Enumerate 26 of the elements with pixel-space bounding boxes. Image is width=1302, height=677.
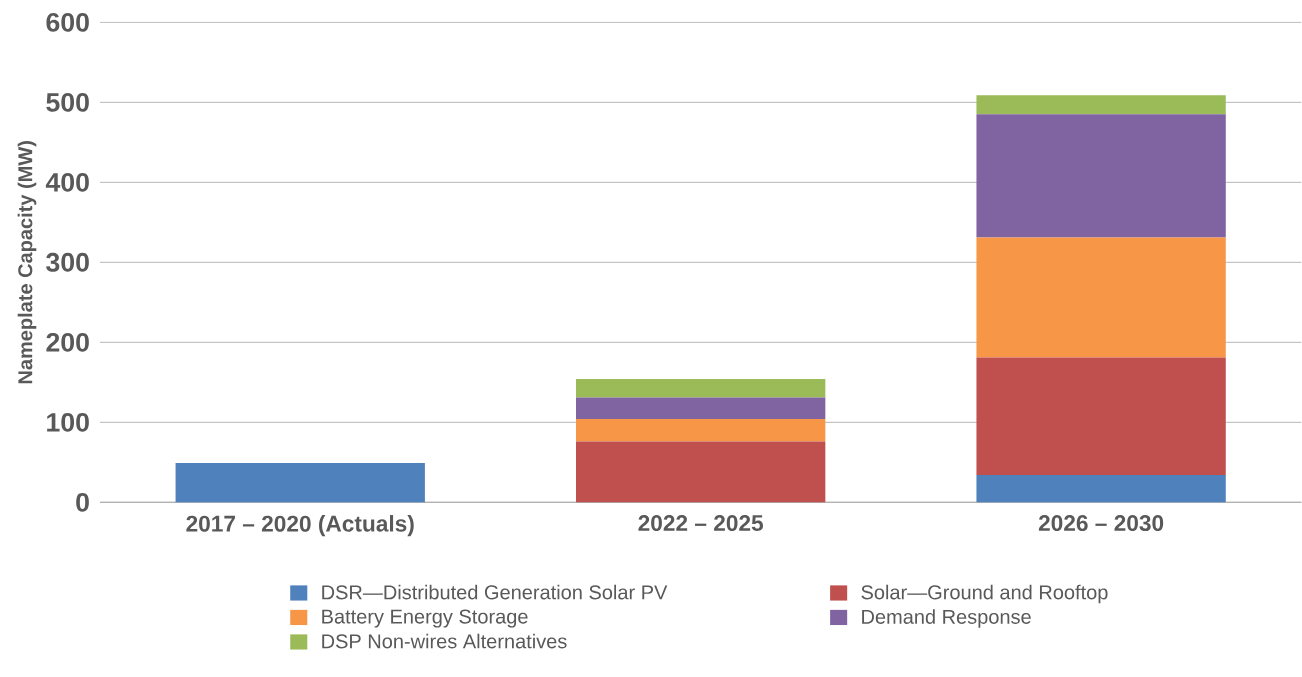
y-axis-title: Nameplate Capacity (MW) bbox=[17, 141, 37, 384]
x-tick-label: 2022 – 2025 bbox=[638, 515, 764, 532]
legend-label: Battery Energy Storage bbox=[322, 609, 528, 628]
bar bbox=[576, 379, 826, 398]
y-tick-label: 400 bbox=[45, 172, 89, 192]
bar bbox=[976, 475, 1226, 503]
bar bbox=[976, 237, 1226, 358]
bar bbox=[976, 357, 1226, 476]
legend-label: DSP Non-wires Alternatives bbox=[322, 633, 567, 649]
y-tick-label: 300 bbox=[46, 252, 89, 272]
y-tick-label: 200 bbox=[46, 332, 89, 352]
bar bbox=[175, 463, 425, 503]
legend-label: Demand Response bbox=[862, 609, 1031, 628]
bar bbox=[976, 95, 1226, 115]
y-tick-label: 600 bbox=[46, 12, 89, 32]
y-tick-label: 500 bbox=[46, 92, 89, 112]
bar bbox=[576, 419, 826, 442]
legend-label: Solar—Ground and Rooftop bbox=[861, 584, 1108, 604]
bar bbox=[576, 397, 826, 420]
y-tick-label: 100 bbox=[47, 412, 89, 432]
x-tick-label: 2026 – 2030 bbox=[1038, 515, 1164, 532]
x-tick-label: 2017 – 2020 (Actuals) bbox=[186, 515, 414, 537]
y-tick-label: 0 bbox=[76, 492, 89, 512]
legend-label: DSR—Distributed Generation Solar PV bbox=[322, 584, 668, 600]
bar bbox=[976, 114, 1226, 238]
bar bbox=[576, 441, 826, 503]
